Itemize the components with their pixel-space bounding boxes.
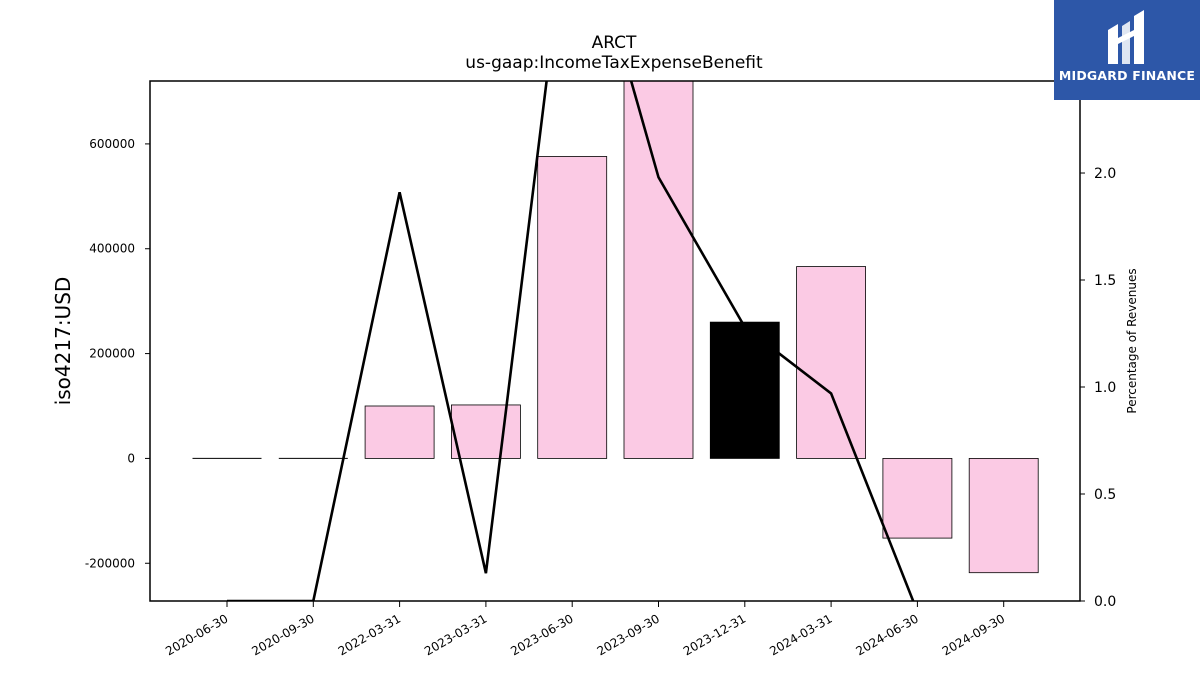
x-tick-label: 2020-06-30 bbox=[163, 611, 230, 658]
y2-tick-label: 0.0 bbox=[1094, 594, 1116, 610]
y-tick-label: -200000 bbox=[85, 556, 135, 570]
brand-name: MIDGARD FINANCE bbox=[1058, 68, 1196, 83]
x-tick-label: 2023-12-31 bbox=[681, 611, 748, 658]
x-tick-label: 2020-09-30 bbox=[249, 611, 316, 658]
y2-tick-label: 1.0 bbox=[1094, 380, 1116, 396]
x-tick-label: 2024-03-31 bbox=[767, 611, 834, 658]
plot-frame bbox=[149, 80, 1081, 602]
bars-layer bbox=[192, 81, 1039, 574]
y2-axis: 0.0 0.5 1.0 1.5 2.0 bbox=[1080, 166, 1116, 610]
y-tick-label: 400000 bbox=[89, 242, 135, 256]
chart-subtitle: us-gaap:IncomeTaxExpenseBenefit bbox=[465, 53, 763, 73]
y-tick-label: 200000 bbox=[89, 347, 135, 361]
x-tick-label: 2023-03-31 bbox=[422, 611, 489, 658]
bar bbox=[968, 458, 1039, 574]
bar bbox=[882, 458, 953, 539]
percentage-line bbox=[227, 81, 915, 601]
y2-tick-label: 1.5 bbox=[1094, 273, 1116, 289]
x-tick-label: 2024-06-30 bbox=[853, 611, 920, 658]
x-tick-label: 2023-06-30 bbox=[508, 611, 575, 658]
y2-tick-label: 2.0 bbox=[1094, 166, 1116, 182]
bar bbox=[623, 81, 694, 459]
y2-axis-label: Percentage of Revenues bbox=[1125, 268, 1139, 413]
y-tick-label: 600000 bbox=[89, 137, 135, 151]
bar bbox=[709, 321, 780, 459]
x-tick-label: 2023-09-30 bbox=[595, 611, 662, 658]
x-axis: 2020-06-30 2020-09-30 2022-03-31 2023-03-31… bbox=[163, 601, 1007, 658]
midgard-logo-icon bbox=[1108, 10, 1144, 64]
x-tick-label: 2024-09-30 bbox=[940, 611, 1007, 658]
bar bbox=[537, 156, 608, 459]
chart-title: ARCT bbox=[592, 33, 637, 53]
y-tick-label: 0 bbox=[127, 451, 135, 465]
y-axis-label: iso4217:USD bbox=[51, 277, 75, 406]
bar bbox=[796, 266, 866, 459]
bar bbox=[450, 404, 521, 459]
x-tick-label: 2022-03-31 bbox=[336, 611, 403, 658]
brand-logo: MIDGARD FINANCE bbox=[1054, 0, 1200, 100]
line-layer bbox=[227, 81, 915, 601]
y-axis: -200000 0 200000 400000 600000 bbox=[85, 137, 150, 570]
y2-tick-label: 0.5 bbox=[1094, 487, 1116, 503]
bar bbox=[364, 405, 435, 459]
